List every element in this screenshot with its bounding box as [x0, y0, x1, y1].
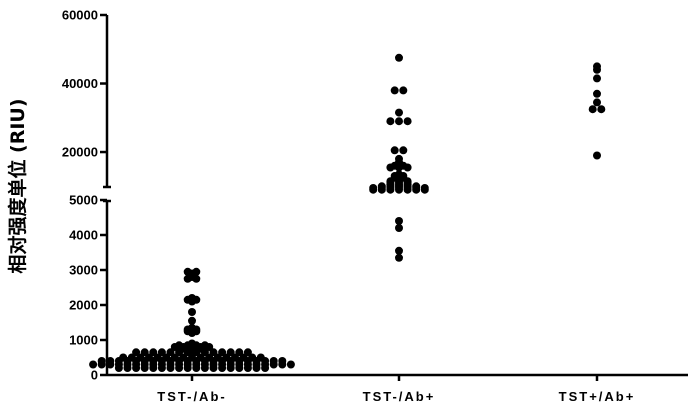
data-point — [597, 105, 606, 114]
data-point — [188, 316, 196, 325]
data-point — [395, 224, 403, 232]
x-tick-label: TST+/Ab+ — [559, 389, 636, 404]
data-point — [412, 182, 421, 191]
y-tick-label: 4000 — [69, 228, 98, 243]
data-point — [188, 294, 196, 302]
data-point — [149, 348, 158, 357]
data-point — [593, 151, 601, 160]
data-point — [395, 217, 403, 225]
data-point — [395, 246, 403, 255]
data-point — [140, 348, 149, 357]
y-tick-label: 2000 — [69, 298, 98, 313]
data-point — [395, 108, 403, 117]
y-tick-label: 3000 — [69, 263, 98, 278]
data-point — [200, 341, 209, 350]
data-point — [106, 357, 115, 365]
data-point — [593, 74, 601, 83]
data-point — [395, 53, 403, 62]
data-point — [395, 117, 403, 126]
data-point — [119, 353, 128, 362]
data-point — [188, 323, 196, 332]
data-point — [278, 357, 287, 365]
data-point — [226, 348, 235, 357]
y-tick-label: 0 — [91, 368, 98, 383]
y-axis-title: 相对强度单位 (RIU) — [6, 98, 29, 273]
data-point — [399, 86, 408, 95]
y-tick-label: 5000 — [69, 193, 98, 208]
data-point — [377, 182, 386, 191]
data-point — [209, 348, 218, 357]
data-points — [89, 53, 606, 372]
data-point — [192, 267, 201, 276]
data-point — [369, 184, 378, 192]
data-point — [157, 348, 166, 357]
data-point — [183, 267, 192, 276]
data-point — [188, 339, 196, 348]
data-point — [166, 348, 175, 357]
data-point — [593, 89, 601, 98]
y-axis-title-group: 相对强度单位 (RIU) — [6, 98, 29, 273]
data-point — [175, 341, 184, 350]
y-tick-label: 20000 — [62, 145, 98, 160]
data-point — [89, 360, 98, 369]
data-point — [132, 348, 141, 357]
data-point — [588, 105, 597, 114]
data-point — [218, 348, 227, 357]
data-point — [256, 353, 265, 362]
data-point — [97, 357, 106, 365]
data-point — [395, 154, 403, 163]
data-point — [269, 357, 278, 365]
data-point — [593, 98, 601, 107]
y-tick-label: 60000 — [62, 8, 98, 23]
data-point — [386, 117, 395, 126]
data-point — [286, 360, 295, 369]
data-point — [390, 146, 399, 155]
data-point — [420, 184, 429, 192]
data-point — [395, 170, 403, 179]
x-tick-label: TST-/Ab+ — [363, 389, 436, 404]
data-point — [593, 62, 601, 71]
data-point — [403, 117, 412, 126]
y-tick-label: 40000 — [62, 76, 98, 91]
axes: 0 1000 2000 3000 4000 5000 20000 40000 60000 TST-… — [62, 8, 688, 404]
data-point — [390, 86, 399, 95]
data-point — [399, 146, 408, 155]
data-point — [243, 348, 252, 357]
data-point — [395, 253, 403, 262]
x-tick-label: TST-/Ab- — [157, 389, 226, 404]
y-tick-label: 1000 — [69, 333, 98, 348]
data-point — [188, 308, 196, 316]
data-point — [235, 348, 244, 357]
